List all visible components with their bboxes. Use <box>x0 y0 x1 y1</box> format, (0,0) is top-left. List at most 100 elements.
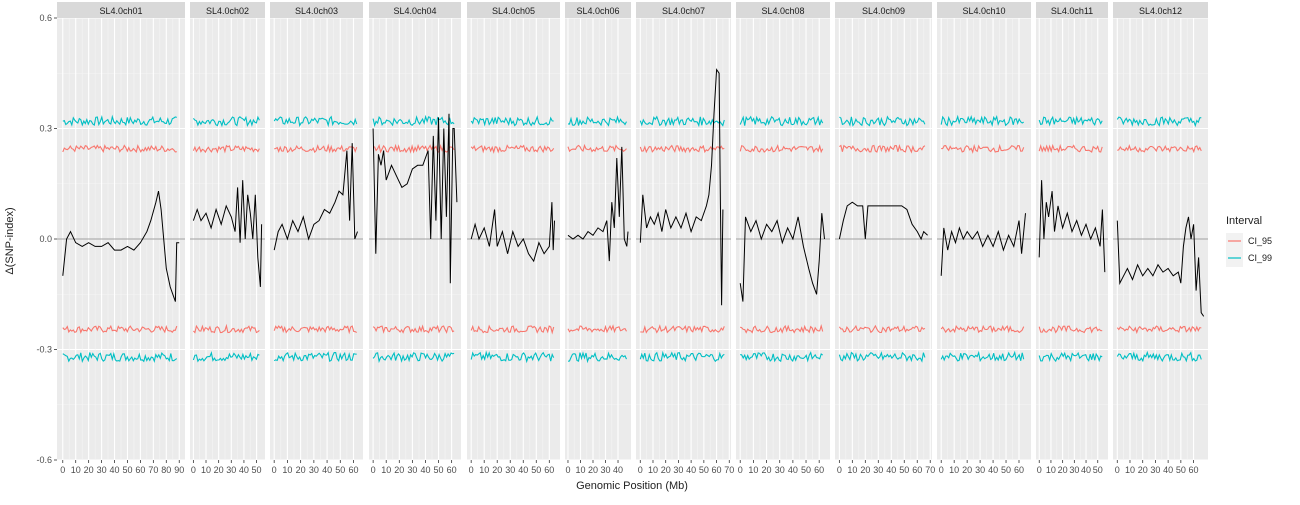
x-tick-label: 30 <box>1150 465 1160 475</box>
facet-panel: SL4.0ch06 0 10 20 30 40 <box>565 2 631 475</box>
x-tick-label: 40 <box>686 465 696 475</box>
ci99-upper-line <box>739 115 824 127</box>
x-tick-label: 50 <box>1093 465 1103 475</box>
x-tick-label: 50 <box>252 465 262 475</box>
delta-snp-index-line <box>639 68 724 306</box>
x-tick-label: 10 <box>381 465 391 475</box>
x-tick-label: 80 <box>161 465 171 475</box>
x-tick-label: 0 <box>939 465 944 475</box>
ci99-upper-line <box>273 115 358 128</box>
facet-strip <box>467 2 560 18</box>
delta-snp-index-line <box>940 213 1026 276</box>
x-tick-label: 50 <box>122 465 132 475</box>
x-tick-label: 40 <box>1081 465 1091 475</box>
x-tick-label: 60 <box>349 465 359 475</box>
facet-strip <box>736 2 830 18</box>
x-tick-label: 10 <box>748 465 758 475</box>
facet-strip-label: SL4.0ch11 <box>1051 6 1093 16</box>
ci99-lower-line <box>470 350 555 364</box>
delta-snp-index-line <box>739 213 825 302</box>
x-tick-label: 50 <box>801 465 811 475</box>
x-tick-label: 10 <box>648 465 658 475</box>
ci99-lower-line <box>740 351 824 363</box>
ci99-lower-line <box>1116 350 1202 363</box>
x-tick-label: 20 <box>84 465 94 475</box>
facet-panel: SL4.0ch02 0 10 20 30 40 50 <box>190 2 265 475</box>
x-tick-label: 10 <box>1046 465 1056 475</box>
y-tick-label: -0.6 <box>36 455 52 465</box>
ci99-lower-line <box>1038 351 1103 363</box>
x-tick-label: 10 <box>71 465 81 475</box>
facet-panel: SL4.0ch07 0 10 20 30 40 50 60 70 <box>636 2 734 475</box>
x-tick-label: 10 <box>575 465 585 475</box>
legend-label: CI_95 <box>1248 236 1272 246</box>
x-tick-label: 70 <box>724 465 734 475</box>
y-tick-label: 0.3 <box>39 124 52 134</box>
x-tick-label: 30 <box>407 465 417 475</box>
delta-snp-index-line <box>567 146 629 262</box>
facet-panel: SL4.0ch12 0 10 20 30 40 50 60 <box>1113 2 1208 475</box>
facet-strip <box>1113 2 1208 18</box>
ci99-upper-line <box>192 115 260 128</box>
x-tick-label: 40 <box>788 465 798 475</box>
delta-snp-index-line <box>1038 180 1106 273</box>
facet-strip <box>57 2 185 18</box>
x-tick-label: 0 <box>272 465 277 475</box>
x-tick-label: 50 <box>699 465 709 475</box>
x-tick-label: 50 <box>1176 465 1186 475</box>
ci95-upper-line <box>62 144 177 154</box>
x-tick-label: 40 <box>886 465 896 475</box>
x-axis-label: Genomic Position (Mb) <box>576 480 688 492</box>
facet-strip-label: SL4.0ch06 <box>576 6 619 16</box>
ci99-lower-line <box>62 351 178 364</box>
facet-strip <box>636 2 731 18</box>
y-axis-label: Δ(SNP-index) <box>4 207 16 274</box>
x-tick-label: 0 <box>469 465 474 475</box>
facet-strip-label: SL4.0ch04 <box>393 6 436 16</box>
facet-strip <box>369 2 461 18</box>
ci95-upper-line <box>372 143 455 154</box>
x-tick-label: 40 <box>988 465 998 475</box>
x-tick-label: 0 <box>1115 465 1120 475</box>
x-tick-label: 0 <box>837 465 842 475</box>
ci95-upper-line <box>739 143 824 154</box>
facet-strip-label: SL4.0ch02 <box>206 6 249 16</box>
ci99-upper-line <box>940 114 1024 128</box>
facet-panel: SL4.0ch04 0 10 20 30 40 50 60 <box>369 2 461 475</box>
x-tick-label: 60 <box>135 465 145 475</box>
x-tick-label: 40 <box>420 465 430 475</box>
ci95-upper-line <box>470 144 555 154</box>
x-tick-label: 40 <box>1163 465 1173 475</box>
x-tick-label: 60 <box>712 465 722 475</box>
ci95-lower-line <box>567 324 627 334</box>
x-tick-label: 10 <box>201 465 211 475</box>
x-tick-label: 70 <box>148 465 158 475</box>
x-tick-label: 0 <box>638 465 643 475</box>
facet-strip-label: SL4.0ch07 <box>662 6 705 16</box>
facet-strip-label: SL4.0ch05 <box>492 6 535 16</box>
x-tick-label: 40 <box>239 465 249 475</box>
ci95-upper-line <box>839 144 926 154</box>
ci99-lower-line <box>838 351 926 363</box>
x-tick-label: 20 <box>296 465 306 475</box>
x-tick-label: 10 <box>479 465 489 475</box>
facet-strip <box>270 2 363 18</box>
x-tick-label: 30 <box>505 465 515 475</box>
x-tick-label: 30 <box>226 465 236 475</box>
x-tick-label: 90 <box>174 465 184 475</box>
x-tick-label: 30 <box>873 465 883 475</box>
x-tick-label: 0 <box>371 465 376 475</box>
x-tick-label: 20 <box>214 465 224 475</box>
x-tick-label: 30 <box>97 465 107 475</box>
x-tick-label: 20 <box>492 465 502 475</box>
ci95-lower-line <box>940 324 1025 334</box>
ci95-lower-line <box>1116 325 1202 335</box>
x-tick-label: 50 <box>434 465 444 475</box>
facet-strip <box>1036 2 1108 18</box>
ci95-lower-line <box>838 324 926 334</box>
ci99-upper-line <box>1116 116 1202 128</box>
ci95-upper-line <box>567 143 627 153</box>
x-tick-label: 0 <box>191 465 196 475</box>
facet-strip <box>835 2 932 18</box>
